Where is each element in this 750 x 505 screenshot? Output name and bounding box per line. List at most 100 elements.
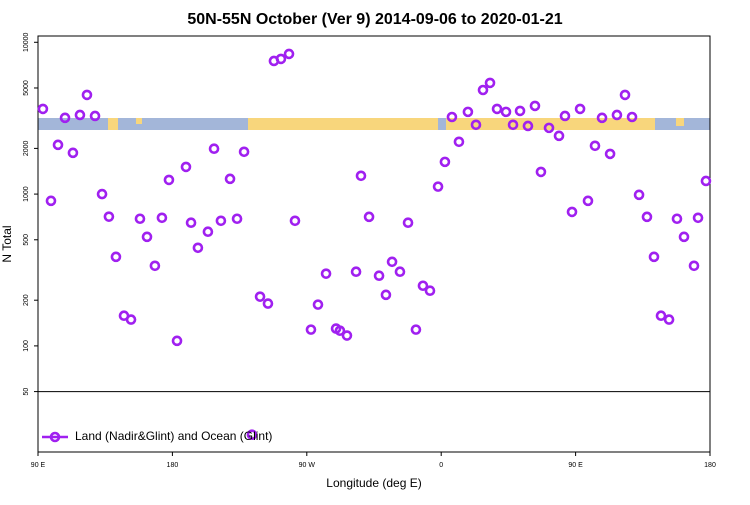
point — [543, 122, 555, 134]
point — [619, 89, 631, 101]
point — [246, 429, 258, 441]
point — [648, 251, 660, 263]
x-tick-label: 90 E — [568, 462, 583, 469]
point — [582, 195, 594, 207]
point — [289, 215, 301, 227]
point — [74, 109, 86, 121]
plot-frame — [37, 35, 711, 453]
point — [678, 231, 690, 243]
point — [453, 136, 465, 148]
point — [671, 213, 683, 225]
point — [410, 324, 422, 335]
point — [604, 148, 616, 160]
x-tick-label: 180 — [167, 462, 179, 469]
y-tick-label: 1000 — [23, 186, 30, 202]
point — [574, 103, 586, 115]
point — [663, 314, 675, 325]
point — [215, 215, 227, 227]
x-tick-label: 90 W — [299, 462, 316, 469]
legend-marker — [49, 431, 61, 443]
point — [312, 299, 324, 310]
point — [334, 325, 346, 336]
point — [238, 146, 250, 158]
point — [439, 156, 451, 168]
point — [283, 48, 295, 60]
point — [45, 195, 57, 207]
x-tick-label: 0 — [439, 462, 443, 469]
point — [202, 226, 214, 238]
point — [37, 103, 49, 115]
point — [305, 324, 317, 335]
point — [535, 166, 547, 178]
point — [402, 217, 414, 228]
point — [633, 189, 645, 201]
point — [386, 256, 398, 268]
point — [254, 291, 266, 302]
point — [380, 289, 392, 301]
point — [59, 112, 71, 124]
point — [500, 106, 512, 118]
x-axis-label: Longitude (deg E) — [326, 476, 421, 490]
point — [185, 217, 197, 228]
point — [491, 103, 503, 115]
point — [163, 174, 175, 186]
point — [89, 110, 101, 122]
y-tick-label: 5000 — [23, 80, 30, 96]
point — [110, 251, 122, 263]
point — [626, 111, 638, 123]
point — [432, 181, 444, 192]
point — [692, 212, 704, 224]
point — [424, 285, 436, 296]
point — [522, 120, 534, 132]
point — [141, 231, 153, 243]
point — [566, 206, 578, 218]
point — [700, 175, 712, 187]
point — [320, 268, 332, 279]
y-tick-label: 2000 — [23, 141, 30, 157]
point — [363, 211, 375, 223]
point — [611, 109, 623, 121]
point — [355, 170, 367, 182]
point — [224, 173, 236, 185]
land-band — [136, 118, 142, 124]
land-band — [676, 118, 684, 126]
point — [507, 119, 519, 131]
point — [470, 119, 482, 131]
point — [125, 314, 137, 325]
x-tick-label: 90 E — [31, 462, 46, 469]
point — [341, 330, 353, 341]
point — [559, 110, 571, 122]
point — [417, 280, 429, 292]
point — [134, 213, 146, 225]
point — [394, 266, 406, 278]
y-axis-label: N Total — [0, 225, 14, 262]
legend-label: Land (Nadir&Glint) and Ocean (Glint) — [75, 429, 272, 443]
chart-title: 50N-55N October (Ver 9) 2014-09-06 to 20… — [187, 11, 562, 28]
point — [350, 266, 362, 278]
point — [446, 111, 458, 123]
point — [477, 84, 489, 96]
point — [589, 140, 601, 152]
point — [81, 89, 93, 101]
point — [484, 77, 496, 89]
point — [514, 105, 526, 117]
point — [275, 53, 287, 65]
point — [156, 212, 168, 224]
point — [262, 298, 274, 309]
point — [192, 242, 204, 254]
land-band — [108, 118, 118, 130]
point — [171, 335, 183, 347]
point — [641, 211, 653, 223]
point — [231, 213, 243, 225]
point — [688, 260, 700, 272]
y-tick-label: 50 — [23, 388, 30, 396]
point — [67, 147, 79, 159]
y-tick-label: 100 — [23, 340, 30, 352]
point — [180, 161, 192, 173]
y-tick-label: 10000 — [23, 32, 30, 52]
point — [596, 112, 608, 124]
land-ocean-band — [38, 118, 710, 130]
point — [373, 270, 385, 281]
